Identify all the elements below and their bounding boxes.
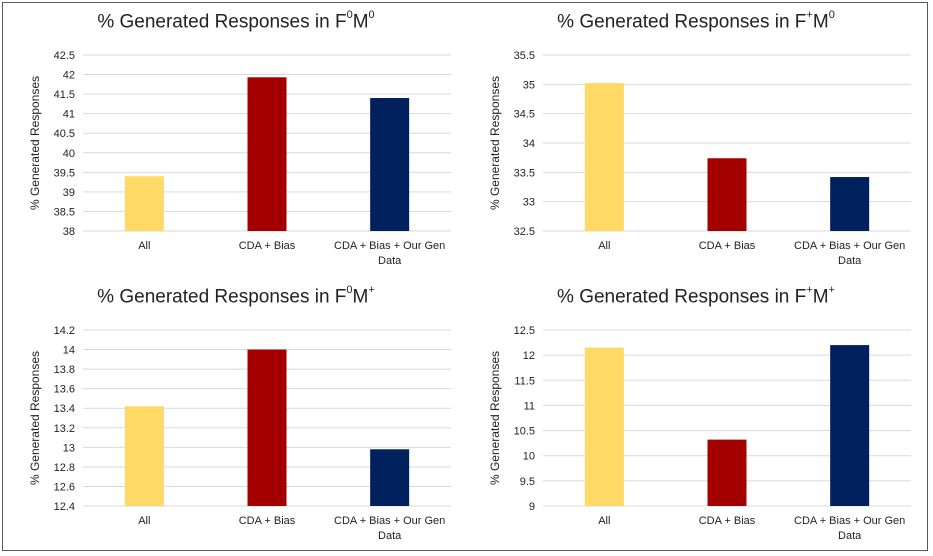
y-tick-label: 34 [523,138,535,150]
y-tick-label: 10.5 [514,426,535,438]
y-axis-label: % Generated Responses [488,351,502,485]
y-tick-label: 40 [63,148,75,160]
y-tick-label: 11 [524,400,535,412]
chart-title: % Generated Responses in F+M0 [557,9,835,33]
x-tick-label: CDA + Bias + Our Gen Data [794,515,905,542]
y-tick-label: 13.4 [54,403,75,415]
x-tick-label: All [598,240,610,252]
y-tick-label: 12.4 [54,501,75,513]
y-tick-label: 41.5 [54,89,75,101]
chart-panel-f0m0: % Generated Responses in F0M0 38 38.5 39 39… [11,9,461,276]
x-tick-label: CDA + Bias [699,240,756,252]
x-tick-label: CDA + Bias [239,515,296,527]
y-tick-label: 11.5 [514,375,535,387]
chart-panel-fpmp: % Generated Responses in F+M+ 9 9.5 10 10.5… [471,284,921,551]
y-tick-label: 12.8 [54,462,75,474]
y-tick-label: 39 [63,187,75,199]
bar-cda-bias [247,77,287,231]
bar-cda-bias [707,439,747,506]
bar-all [584,83,624,231]
chart-svg: 38 38.5 39 39.5 40 40.5 41 41.5 42 42.5 % Generate… [28,50,451,267]
x-tick-label: All [138,240,150,252]
bar-cda-bias [247,349,287,506]
bar-cda-bias-gen [830,177,870,231]
chart-svg: 32.5 33 33.5 34 34.5 35 35.5 % Generated Respon… [488,50,911,267]
y-tick-label: 42 [63,70,75,82]
y-tick-label: 14 [63,345,75,357]
y-tick-label: 35 [523,79,535,91]
bar-cda-bias-gen [370,98,410,232]
y-tick-label: 13.8 [54,364,75,376]
bar-cda-bias [707,158,747,231]
y-tick-label: 12 [523,350,535,362]
bar-all [584,347,624,506]
chart-title: % Generated Responses in F0M+ [97,284,375,308]
x-tick-label: CDA + Bias + Our Gen Data [334,515,445,542]
chart-svg: 12.4 12.6 12.8 13 13.2 13.4 13.6 13.8 14 14.2 % Ge… [28,325,451,542]
y-tick-label: 9.5 [520,476,535,488]
y-tick-label: 33 [523,197,535,209]
x-tick-label: All [598,515,610,527]
y-tick-label: 35.5 [514,50,535,62]
y-tick-label: 40.5 [54,128,75,140]
bar-cda-bias-gen [370,449,410,506]
y-tick-label: 12.6 [54,481,75,493]
x-tick-label: CDA + Bias + Our Gen Data [794,240,905,267]
chart-svg: 9 9.5 10 10.5 11 11.5 12 12.5 % Generated Respon… [488,325,911,542]
x-tick-label: CDA + Bias [699,515,756,527]
y-axis-label: % Generated Responses [28,351,42,485]
x-tick-label: CDA + Bias + Our Gen Data [334,240,445,267]
x-tick-label: CDA + Bias [239,240,296,252]
x-tick-label: All [138,515,150,527]
y-tick-label: 12.5 [514,325,535,337]
chart-title: % Generated Responses in F+M+ [557,284,835,308]
y-tick-label: 38 [63,226,75,238]
y-tick-label: 34.5 [514,109,535,121]
chart-panel-f0mp: % Generated Responses in F0M+ 12.4 12.6 12… [11,284,461,551]
y-tick-label: 41 [63,109,75,121]
y-tick-label: 13.6 [54,384,75,396]
y-axis-label: % Generated Responses [488,76,502,210]
bar-cda-bias-gen [830,345,870,506]
chart-title: % Generated Responses in F0M0 [97,9,375,33]
y-tick-label: 38.5 [54,206,75,218]
y-tick-label: 39.5 [54,167,75,179]
y-tick-label: 42.5 [54,50,75,62]
y-tick-label: 14.2 [54,325,75,337]
bar-all [124,176,164,231]
y-tick-label: 33.5 [514,167,535,179]
bar-all [124,406,164,506]
y-tick-label: 13 [63,442,75,454]
y-tick-label: 10 [523,451,535,463]
y-tick-label: 13.2 [54,423,75,435]
y-tick-label: 32.5 [514,226,535,238]
y-tick-label: 9 [529,501,535,513]
chart-panel-fpm0: % Generated Responses in F+M0 32.5 33 33.5… [471,9,921,276]
y-axis-label: % Generated Responses [28,76,42,210]
